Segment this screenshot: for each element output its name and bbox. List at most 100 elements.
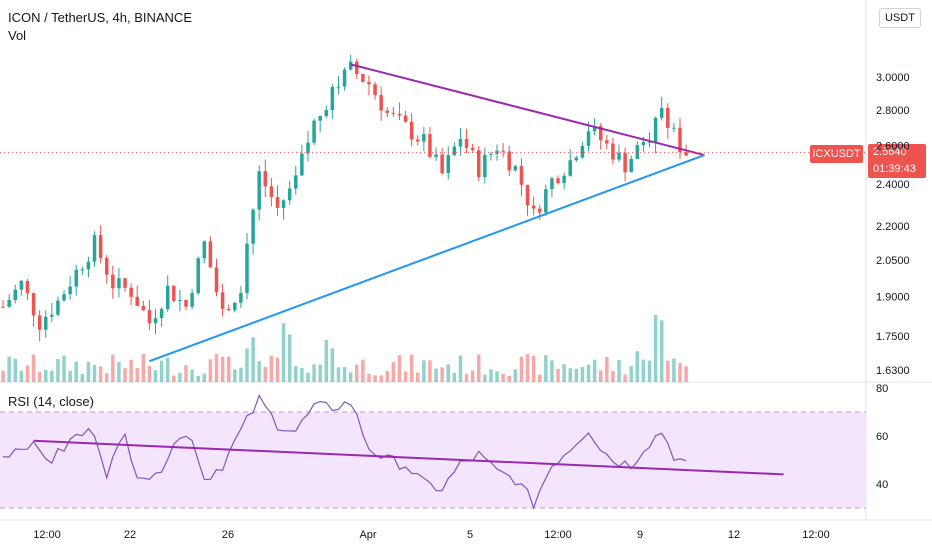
volume-bar xyxy=(13,358,17,382)
candle-body xyxy=(434,154,438,157)
time-tick-label: 12:00 xyxy=(33,529,61,541)
candle-body xyxy=(684,152,688,156)
volume-bar xyxy=(281,323,286,382)
volume-bar xyxy=(172,375,176,382)
volume-bar xyxy=(361,359,365,382)
candle-body xyxy=(525,184,530,206)
volume-bar xyxy=(117,361,121,382)
volume-bar xyxy=(263,366,268,382)
volume-bar xyxy=(440,367,444,382)
volume-bar xyxy=(519,356,524,382)
candle-body xyxy=(495,150,499,154)
candle-body xyxy=(641,142,646,146)
volume-bar xyxy=(165,357,170,382)
currency-button[interactable]: USDT xyxy=(879,8,921,28)
candle-body xyxy=(391,112,396,114)
volume-bar xyxy=(531,355,536,382)
volume-bar xyxy=(434,368,438,382)
candle-body xyxy=(31,293,36,316)
candle-body xyxy=(92,235,97,262)
volume-bar xyxy=(605,356,609,382)
volume-bar xyxy=(416,372,420,382)
candle-body xyxy=(672,127,676,129)
last-price-value: 2.5640 xyxy=(873,146,907,158)
lower-trendline xyxy=(149,154,705,363)
price-tick-label: 2.4000 xyxy=(876,179,910,191)
candle-body xyxy=(19,280,24,290)
volume-bar xyxy=(7,356,11,382)
volume-bar xyxy=(43,369,48,382)
volume-bar xyxy=(476,354,481,382)
candle-body xyxy=(666,107,670,128)
volume-bar xyxy=(544,355,548,382)
candle-body xyxy=(385,110,390,113)
volume-bar xyxy=(379,375,383,382)
candle-body xyxy=(86,261,91,270)
candle-body xyxy=(257,171,261,210)
candle-body xyxy=(147,310,152,324)
candle-body xyxy=(635,145,640,159)
volume-bar xyxy=(25,365,30,382)
volume-bar xyxy=(355,364,359,382)
candle-body xyxy=(422,134,426,142)
volume-bar xyxy=(470,370,475,382)
candle-body xyxy=(306,142,310,154)
rsi-trendline xyxy=(33,439,784,476)
volume-bar xyxy=(275,357,280,382)
time-tick-label: 5 xyxy=(467,529,473,541)
price-tick-label: 2.6000 xyxy=(876,141,910,153)
candle-body xyxy=(531,205,536,209)
candle-body xyxy=(452,146,457,156)
candle-body xyxy=(623,152,627,173)
volume-bar xyxy=(324,340,329,382)
volume-bar xyxy=(239,367,243,382)
candle-body xyxy=(476,150,481,178)
volume-bar xyxy=(269,355,274,382)
volume-bar xyxy=(226,356,231,382)
candle-body xyxy=(263,171,268,187)
volume-bar xyxy=(391,362,396,382)
volume-bar xyxy=(50,370,54,382)
candle-body xyxy=(519,166,524,185)
volume-bar xyxy=(196,375,200,382)
volume-bar xyxy=(56,358,60,382)
volume-bar xyxy=(513,369,518,382)
volume-bar xyxy=(178,372,182,382)
candle-body xyxy=(7,300,11,307)
time-tick-label: 12:00 xyxy=(544,529,572,541)
volume-bar xyxy=(129,359,133,382)
candle-body xyxy=(373,84,377,96)
volume-bar xyxy=(141,354,146,382)
volume-bar xyxy=(62,355,66,382)
upper-trendline xyxy=(350,63,705,157)
candle-body xyxy=(647,141,652,143)
volume-bar xyxy=(647,360,652,382)
volume-bar xyxy=(507,375,511,382)
candle-body xyxy=(159,308,164,319)
volume-bar xyxy=(367,373,371,382)
price-tick-label: 1.9000 xyxy=(876,291,910,303)
candle-body xyxy=(367,81,371,85)
candle-body xyxy=(470,147,475,151)
volume-bar xyxy=(623,374,627,382)
candle-body xyxy=(537,208,542,213)
volume-bar xyxy=(31,354,36,382)
candle-body xyxy=(355,61,359,75)
volume-bar xyxy=(135,368,139,382)
candle-body xyxy=(226,308,231,311)
volume-bar xyxy=(495,371,499,382)
candle-body xyxy=(251,209,255,244)
volume-bar xyxy=(98,366,103,382)
candle-body xyxy=(403,115,408,122)
candle-body xyxy=(324,110,329,116)
volume-bar xyxy=(678,363,682,382)
candle-body xyxy=(416,139,420,142)
volume-bar xyxy=(464,374,469,382)
volume-bar xyxy=(257,361,261,382)
candle-body xyxy=(43,316,48,330)
volume-bar xyxy=(37,371,42,382)
volume-bar xyxy=(233,369,237,382)
volume-bar xyxy=(220,356,225,382)
volume-bar xyxy=(403,371,408,382)
